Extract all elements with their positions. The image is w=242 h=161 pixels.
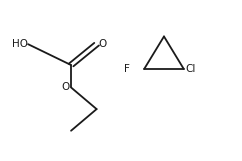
- Text: Cl: Cl: [186, 64, 196, 74]
- Text: HO: HO: [12, 39, 28, 49]
- Text: O: O: [61, 82, 69, 92]
- Text: O: O: [98, 39, 107, 49]
- Text: F: F: [124, 64, 130, 74]
